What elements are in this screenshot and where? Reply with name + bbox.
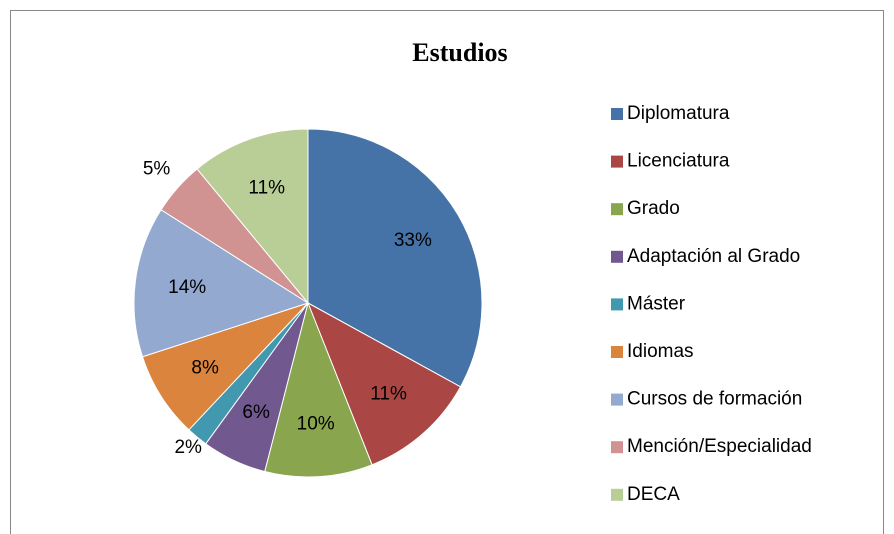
legend-swatch: [611, 298, 623, 311]
legend-swatch: [611, 203, 623, 216]
legend-label: Adaptación al Grado: [627, 246, 800, 267]
data-label: 5%: [143, 159, 171, 180]
data-label: 10%: [297, 414, 335, 435]
legend-swatch: [611, 441, 623, 454]
legend-label: Mención/Especialidad: [627, 436, 812, 457]
data-label: 14%: [168, 277, 206, 298]
pie-slice: [196, 128, 309, 305]
legend-swatch: [611, 250, 623, 263]
data-label: 8%: [191, 357, 219, 378]
legend-label: Diplomatura: [627, 103, 730, 124]
legend-label: DECA: [627, 484, 680, 505]
legend-swatch: [611, 108, 623, 120]
legend-swatch: [611, 346, 623, 358]
pie-slice: [264, 301, 373, 478]
legend-label: Grado: [627, 198, 680, 219]
legend-swatch: [611, 488, 623, 501]
data-label: 33%: [394, 230, 432, 251]
legend-label: Idiomas: [627, 341, 694, 362]
legend-label: Licenciatura: [627, 151, 730, 172]
data-label: 2%: [174, 437, 202, 458]
chart-title: Estudios: [412, 38, 507, 67]
pie-slice: [307, 301, 462, 466]
data-label: 6%: [242, 402, 270, 423]
legend-label: Máster: [627, 293, 686, 314]
legend-swatch: [611, 393, 623, 406]
legend-label: Cursos de formación: [627, 389, 802, 410]
pie-slice: [307, 128, 483, 388]
pie-slice: [133, 209, 310, 358]
data-label: 11%: [370, 383, 407, 404]
data-label: 11%: [248, 177, 285, 198]
legend-swatch: [611, 155, 623, 168]
